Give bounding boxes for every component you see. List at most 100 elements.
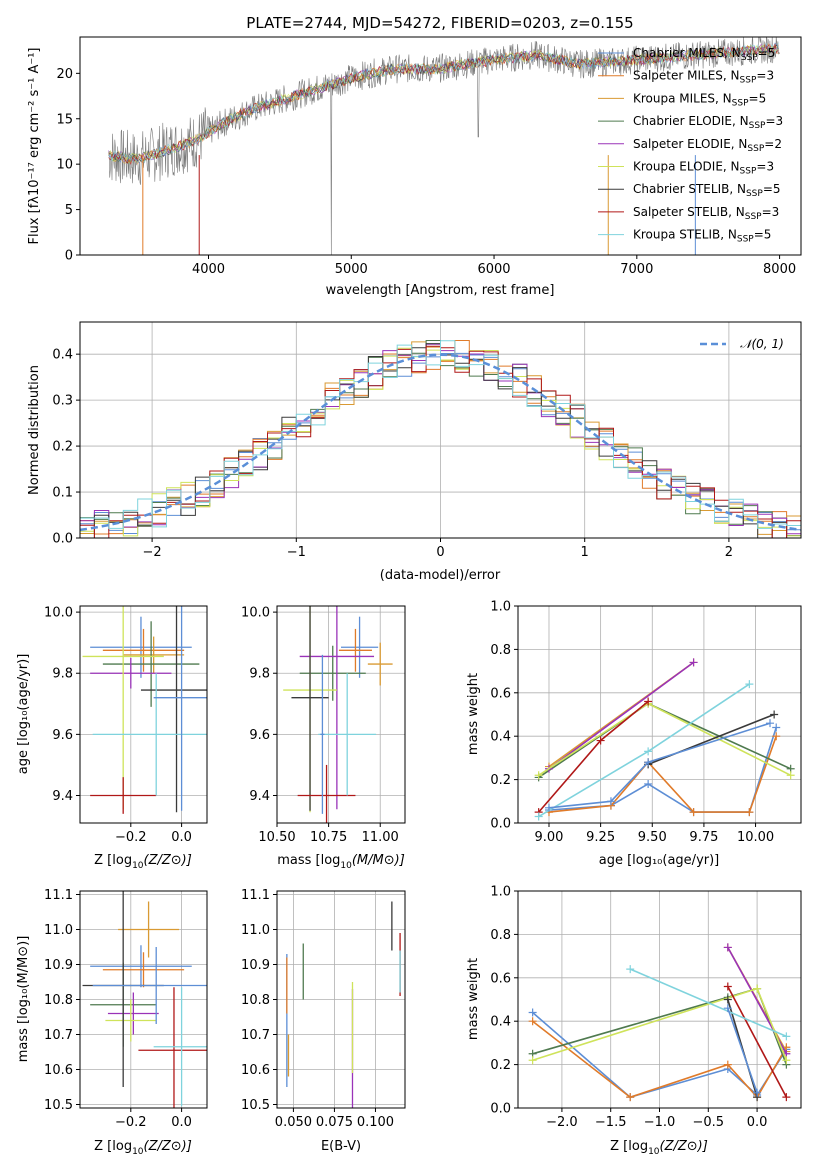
legend-label-main: Salpeter MILES, N	[633, 69, 740, 83]
weight-point-marker	[528, 1056, 537, 1065]
x-tick-label: 0.100	[357, 1115, 394, 1130]
x-tick-label: 0.0	[171, 830, 192, 845]
weight-point-marker	[606, 797, 615, 806]
weight-point-marker	[782, 1056, 791, 1065]
legend-label: Chabrier MILES, NSSP=5	[633, 46, 775, 63]
weight-point-marker	[534, 771, 543, 780]
age-vs-mass-xlabel: mass [log10(M/M⊙)]	[277, 853, 405, 871]
legend-label: Kroupa STELIB, NSSP=5	[633, 228, 771, 245]
spectrum-xlabel: wavelength [Angstrom, rest frame]	[326, 283, 555, 298]
y-tick-label: 0.3	[52, 394, 73, 409]
y-tick-label: 11.0	[241, 923, 270, 938]
y-tick-label: 0.2	[490, 773, 511, 788]
legend-label-tail: =3	[756, 69, 774, 83]
x-tick-label: 7000	[620, 262, 653, 277]
histogram-series-line	[80, 340, 801, 529]
x-tick-label: 10.75	[310, 830, 347, 845]
xlabel-main: Z [log	[610, 1139, 648, 1154]
weight-point-marker	[596, 736, 605, 745]
age-vs-Z-ylabel: age [log₁₀(age/yr)]	[16, 654, 31, 775]
weight-point-marker	[772, 732, 781, 741]
weight-point-marker	[753, 1088, 762, 1097]
weight-point-marker	[689, 808, 698, 817]
y-tick-label: 0	[65, 249, 73, 264]
x-tick-label: −1	[287, 545, 306, 560]
x-tick-label: 0.050	[275, 1115, 312, 1130]
age-vs-Z-xlabel: Z [log10(Z/Z⊙)]	[94, 853, 192, 871]
age-vs-mass-frame	[276, 605, 406, 824]
legend-label-main: Kroupa ELODIE, N	[633, 160, 740, 174]
x-tick-label: 11.00	[362, 830, 399, 845]
xlabel-sub: 10	[132, 1147, 144, 1157]
massweight-vs-Z-axes: −2.0 −1.5 −1.0 −0.5 0.0 0.0 0.2 0.4 0.6 0.8 1.0	[490, 885, 767, 1131]
legend-label: Kroupa ELODIE, NSSP=3	[633, 160, 774, 177]
legend-label-main: Salpeter ELODIE, N	[633, 137, 747, 151]
y-tick-label: 0.8	[490, 643, 511, 658]
legend-label-main: Kroupa STELIB, N	[633, 228, 737, 242]
x-tick-label: 4000	[192, 262, 225, 277]
legend-label-main: Kroupa MILES, N	[633, 91, 732, 105]
legend-label-main: Chabrier ELODIE, N	[633, 114, 749, 128]
errorbar-group	[82, 606, 207, 814]
xlabel-main: Z [log	[94, 853, 132, 868]
legend-label-main: Chabrier MILES, N	[633, 46, 741, 60]
xlabel-sub: 10	[132, 861, 144, 871]
weight-series-line	[727, 1007, 758, 1094]
weight-point-marker	[528, 1008, 537, 1017]
y-tick-label: 0.0	[52, 532, 73, 547]
histogram-legend: 𝒩(0, 1)	[700, 337, 784, 351]
massweight-vs-age-ylabel: mass weight	[466, 673, 481, 755]
massweight-vs-age-panel: 9.00 9.25 9.50 9.75 10.000.00.20.40.60.81.0 …	[466, 600, 802, 868]
legend-label: Chabrier STELIB, NSSP=5	[633, 182, 781, 199]
xlabel-sub: 10	[340, 861, 352, 871]
x-tick-label: −1.0	[644, 1115, 676, 1130]
y-tick-label: 15	[56, 112, 73, 127]
weight-point-marker	[644, 779, 653, 788]
x-tick-label: 5000	[335, 262, 368, 277]
y-tick-label: 10.5	[241, 1098, 270, 1113]
y-tick-label: 9.6	[52, 728, 73, 743]
legend-label-main: Salpeter STELIB, N	[633, 205, 745, 219]
y-tick-label: 0.6	[490, 971, 511, 986]
weight-point-marker	[782, 1032, 791, 1041]
y-tick-label: 11.1	[241, 888, 270, 903]
legend-label-tail: =3	[762, 205, 780, 219]
x-tick-label: 10.00	[737, 830, 774, 845]
spectrum-legend: Chabrier MILES, NSSP=5 Salpeter MILES, N S…	[598, 46, 783, 245]
legend-label-main: Chabrier STELIB, N	[633, 182, 746, 196]
weight-point-marker	[786, 771, 795, 780]
y-tick-label: 0.0	[490, 1102, 511, 1117]
xlabel-sub: 10	[648, 1147, 660, 1157]
weight-point-marker	[745, 808, 754, 817]
y-tick-label: 0.4	[490, 730, 511, 745]
y-tick-label: 1.0	[490, 600, 511, 615]
y-tick-label: 9.8	[52, 667, 73, 682]
legend-label: Salpeter STELIB, NSSP=3	[633, 205, 779, 222]
weight-point-marker	[644, 697, 653, 706]
legend-label-tail: =3	[756, 160, 774, 174]
y-tick-label: 10.6	[44, 1063, 73, 1078]
age-vs-mass-axes: 10.50 10.75 11.00 9.4 9.6 9.8 10.0	[241, 606, 399, 845]
weight-point-marker	[723, 943, 732, 952]
weight-series-line	[548, 661, 695, 770]
y-tick-label: 0.4	[52, 348, 73, 363]
y-tick-label: 10.7	[44, 1028, 73, 1043]
weight-point-marker	[772, 723, 781, 732]
y-tick-label: 0.2	[52, 440, 73, 455]
weight-point-marker	[544, 803, 553, 812]
y-tick-label: 10.5	[44, 1098, 73, 1113]
weight-point-marker	[723, 982, 732, 991]
weight-point-marker	[753, 984, 762, 993]
mass-vs-Z-plot-area	[80, 891, 207, 1108]
weight-point-marker	[644, 758, 653, 767]
legend-label-tail: =2	[764, 137, 782, 151]
mass-vs-ebv-axes: 0.050 0.075 0.100 10.5 10.6 10.7 10.8 10.9 11.0 1…	[241, 888, 394, 1130]
weight-point-marker	[534, 812, 543, 821]
x-tick-label: −1.5	[595, 1115, 627, 1130]
figure-title: PLATE=2744, MJD=54272, FIBERID=0203, z=0…	[246, 14, 633, 32]
age-vs-Z-frame	[79, 605, 208, 824]
y-tick-label: 0.0	[490, 817, 511, 832]
x-tick-label: 1	[581, 545, 589, 560]
weight-point-marker	[723, 1004, 732, 1013]
massweight-vs-Z-panel: −2.0 −1.5 −1.0 −0.5 0.0 0.0 0.2 0.4 0.6 0.8 1.0 Z …	[466, 885, 802, 1157]
